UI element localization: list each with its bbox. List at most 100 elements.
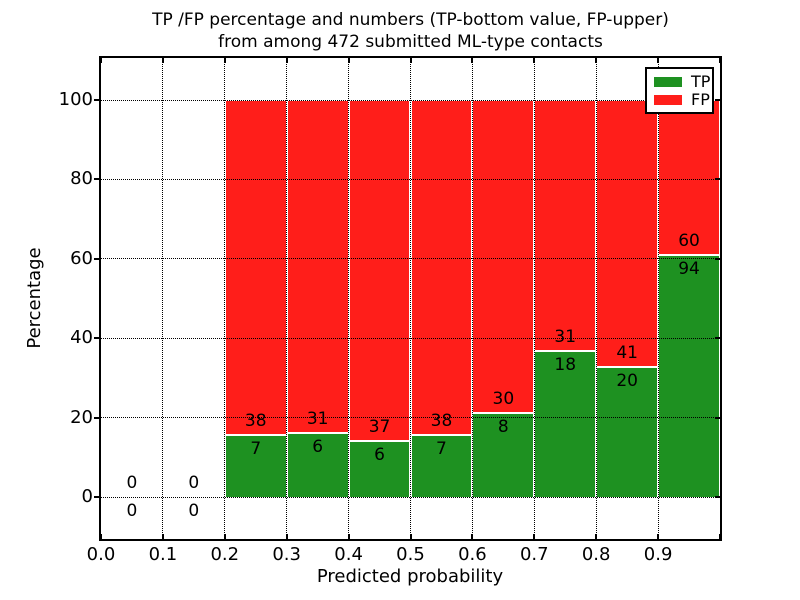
bar-segment-fp bbox=[410, 100, 473, 436]
y-tick-label: 0 bbox=[81, 486, 93, 507]
x-tick-mark bbox=[161, 534, 164, 539]
x-tick-label: 0.4 bbox=[334, 544, 363, 565]
bar-count-label-tp: 20 bbox=[616, 370, 638, 391]
x-tick-mark-top bbox=[285, 58, 288, 63]
x-tick-mark-top bbox=[223, 58, 226, 63]
x-tick-mark-top bbox=[161, 58, 164, 63]
bar-count-label-tp: 94 bbox=[678, 258, 700, 279]
bar-segment-fp bbox=[348, 100, 411, 442]
bar-count-label-tp: 0 bbox=[188, 501, 200, 521]
legend-label-fp: FP bbox=[691, 90, 710, 109]
gridline-horizontal bbox=[101, 178, 720, 180]
bar-count-label-fp: 38 bbox=[244, 411, 267, 432]
y-tick-mark bbox=[94, 496, 99, 498]
gridline-vertical bbox=[286, 58, 288, 539]
y-tick-label: 100 bbox=[58, 89, 93, 110]
gridline-vertical bbox=[162, 58, 164, 539]
x-tick-mark-top bbox=[471, 58, 474, 63]
x-tick-mark bbox=[533, 534, 536, 539]
legend-item-tp: TP bbox=[654, 72, 711, 91]
bar-segment-fp bbox=[596, 100, 659, 367]
bar-segment-tp bbox=[596, 366, 659, 497]
chart-title: TP /FP percentage and numbers (TP-bottom… bbox=[101, 9, 720, 53]
x-tick-label: 0.7 bbox=[519, 544, 549, 565]
bar-segment-tp bbox=[224, 435, 287, 497]
y-tick-mark bbox=[94, 337, 99, 340]
bar-count-label-fp: 37 bbox=[368, 417, 391, 438]
bar-count-label-tp: 7 bbox=[436, 439, 447, 460]
chart-title-line1: TP /FP percentage and numbers (TP-bottom… bbox=[152, 10, 669, 30]
bar-count-label-fp: 31 bbox=[554, 327, 577, 348]
x-tick-mark-top bbox=[533, 58, 536, 63]
x-tick-mark bbox=[409, 534, 412, 539]
x-tick-label: 0.9 bbox=[643, 544, 673, 565]
bar-count-label-tp: 6 bbox=[312, 436, 324, 457]
x-tick-mark-top bbox=[657, 58, 660, 63]
bar-count-label-fp: 0 bbox=[126, 473, 138, 493]
bar-count-label-fp: 31 bbox=[306, 408, 329, 429]
y-tick-label: 40 bbox=[70, 327, 93, 349]
legend: TP FP bbox=[645, 67, 714, 114]
legend-swatch-fp-icon bbox=[654, 95, 682, 105]
x-tick-mark-top bbox=[347, 58, 350, 63]
x-tick-mark bbox=[100, 534, 102, 539]
bar-count-label-fp: 30 bbox=[492, 389, 515, 410]
x-tick-mark-top bbox=[595, 58, 598, 63]
bar-count-label-tp: 6 bbox=[374, 445, 385, 466]
bar-segment-tp bbox=[286, 432, 349, 497]
x-tick-label: 0.5 bbox=[396, 544, 425, 565]
plot-canvas: 0 0 0 0 38 7 31 6 37 6 38 7 30 8 31 18 41 20 60 94 bbox=[94, 58, 721, 539]
bar-segment-fp bbox=[658, 100, 720, 255]
y-tick-label: 20 bbox=[70, 406, 93, 428]
x-tick-mark bbox=[595, 534, 598, 539]
gridline-vertical bbox=[348, 58, 350, 539]
legend-label-tp: TP bbox=[691, 72, 711, 91]
x-tick-mark bbox=[471, 534, 474, 539]
x-tick-mark bbox=[657, 534, 660, 539]
x-axis-label: Predicted probability bbox=[316, 566, 504, 587]
bar-count-label-tp: 8 bbox=[497, 417, 509, 438]
gridline-vertical bbox=[533, 58, 535, 539]
x-tick-label: 0.1 bbox=[148, 544, 178, 565]
x-tick-mark-top bbox=[409, 58, 412, 63]
x-tick-mark-top bbox=[100, 58, 102, 63]
legend-swatch-tp-icon bbox=[654, 77, 682, 87]
gridline-horizontal bbox=[101, 258, 720, 260]
x-tick-label: 0.6 bbox=[458, 544, 487, 565]
bar-count-label-fp: 38 bbox=[430, 411, 453, 432]
x-tick-mark bbox=[223, 534, 226, 539]
gridline-horizontal bbox=[101, 496, 720, 498]
y-tick-mark-right bbox=[715, 337, 720, 340]
x-tick-label: 0.2 bbox=[210, 544, 240, 565]
bar-segment-fp bbox=[224, 100, 287, 436]
x-tick-label: 0.0 bbox=[86, 544, 116, 565]
bar-count-label-tp: 0 bbox=[126, 501, 138, 521]
x-tick-label: 0.8 bbox=[581, 544, 611, 565]
bar-segment-fp bbox=[286, 100, 349, 433]
y-tick-mark bbox=[94, 99, 99, 101]
bar-segment-fp bbox=[472, 100, 535, 414]
x-tick-label: 0.3 bbox=[272, 544, 301, 565]
bar-segment-tp bbox=[410, 435, 473, 497]
chart-title-line2: from among 472 submitted ML-type contact… bbox=[218, 32, 603, 52]
y-tick-mark-right bbox=[715, 178, 720, 181]
gridline-vertical bbox=[471, 58, 473, 539]
bar-segment-tp bbox=[534, 351, 597, 497]
y-tick-label: 60 bbox=[70, 247, 93, 269]
gridline-horizontal bbox=[101, 337, 720, 339]
bar-count-label-tp: 18 bbox=[554, 355, 577, 376]
x-tick-mark bbox=[285, 534, 288, 539]
gridline-vertical bbox=[224, 58, 226, 539]
bar-segment-tp bbox=[472, 413, 535, 497]
gridline-vertical bbox=[657, 58, 659, 539]
y-tick-mark bbox=[94, 416, 99, 419]
y-tick-mark-right bbox=[715, 496, 720, 498]
y-tick-label: 80 bbox=[70, 168, 93, 190]
y-tick-mark bbox=[94, 257, 99, 260]
bar-count-label-fp: 60 bbox=[678, 230, 700, 251]
y-tick-mark bbox=[94, 178, 99, 181]
gridline-horizontal bbox=[101, 99, 720, 101]
bar-segment-tp bbox=[658, 254, 720, 497]
y-axis-label: Percentage bbox=[24, 247, 45, 349]
